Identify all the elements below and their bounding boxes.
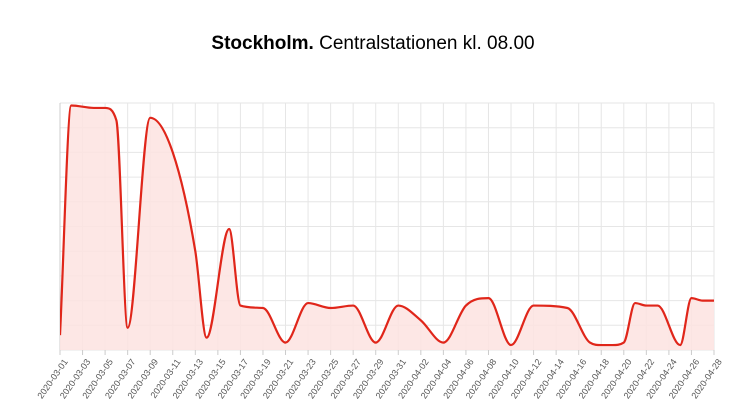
data-point [329,306,333,310]
data-point [193,249,197,253]
data-point [486,296,490,300]
data-point [114,118,118,122]
data-point [712,299,716,303]
data-point [306,301,310,305]
data-point [689,296,693,300]
data-point [656,304,660,308]
data-point [532,304,536,308]
series-area-fill [60,105,714,350]
data-point [644,304,648,308]
data-point [238,304,242,308]
data-point [92,106,96,110]
chart-title-city: Stockholm. [211,33,314,54]
series-line [60,104,714,347]
data-point [171,150,175,154]
data-point [284,341,288,345]
data-point [103,106,107,110]
data-point [69,103,73,107]
data-point [227,227,231,231]
data-point [611,343,615,347]
data-point [678,343,682,347]
data-point [599,343,603,347]
data-point [126,326,130,330]
data-point [509,343,513,347]
data-point [205,336,209,340]
chart-grid [59,102,715,351]
data-point [735,294,739,298]
data-point [565,306,569,310]
chart-title: Stockholm. Centralstationen kl. 08.00 [0,33,746,55]
data-point [441,341,445,345]
data-point [374,341,378,345]
data-point [58,333,62,337]
data-point [396,304,400,308]
chart-title-location: Centralstationen kl. 08.00 [319,33,535,54]
data-point [622,341,626,345]
chart-line-layer [58,103,739,347]
data-point [464,304,468,308]
data-point [419,318,423,322]
data-point [723,341,727,345]
data-point [588,341,592,345]
chart-area-layer [60,105,714,350]
data-point [261,306,265,310]
x-axis-ticks: 2020-03-012020-03-032020-03-052020-03-07… [35,350,724,401]
data-point [633,301,637,305]
data-point [148,116,152,120]
data-point [351,304,355,308]
data-point [701,299,705,303]
